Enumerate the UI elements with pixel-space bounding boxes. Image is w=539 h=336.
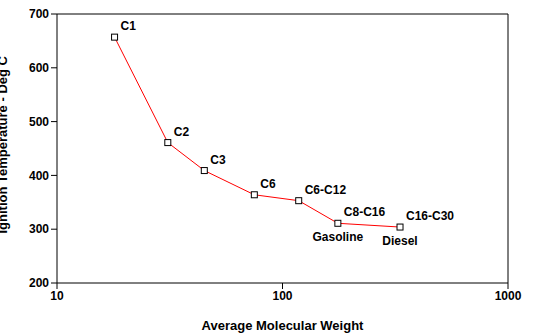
svg-text:C16-C30: C16-C30 xyxy=(406,209,454,223)
svg-text:C2: C2 xyxy=(174,125,190,139)
svg-text:200: 200 xyxy=(29,276,49,290)
svg-text:Gasoline: Gasoline xyxy=(313,230,364,244)
svg-text:Average Molecular Weight: Average Molecular Weight xyxy=(202,318,364,333)
svg-text:Diesel: Diesel xyxy=(382,234,417,248)
svg-text:C8-C16: C8-C16 xyxy=(344,205,386,219)
svg-text:C1: C1 xyxy=(121,19,137,33)
svg-text:C6-C12: C6-C12 xyxy=(305,183,347,197)
svg-text:400: 400 xyxy=(29,169,49,183)
svg-text:300: 300 xyxy=(29,222,49,236)
svg-text:100: 100 xyxy=(272,289,292,303)
svg-text:600: 600 xyxy=(29,61,49,75)
svg-text:Ignition Temperature - Deg C: Ignition Temperature - Deg C xyxy=(8,55,10,233)
svg-text:C3: C3 xyxy=(210,153,226,167)
svg-text:C6: C6 xyxy=(260,177,276,191)
svg-text:1000: 1000 xyxy=(495,289,522,303)
svg-text:10: 10 xyxy=(50,289,64,303)
svg-text:700: 700 xyxy=(29,7,49,21)
svg-text:500: 500 xyxy=(29,115,49,129)
